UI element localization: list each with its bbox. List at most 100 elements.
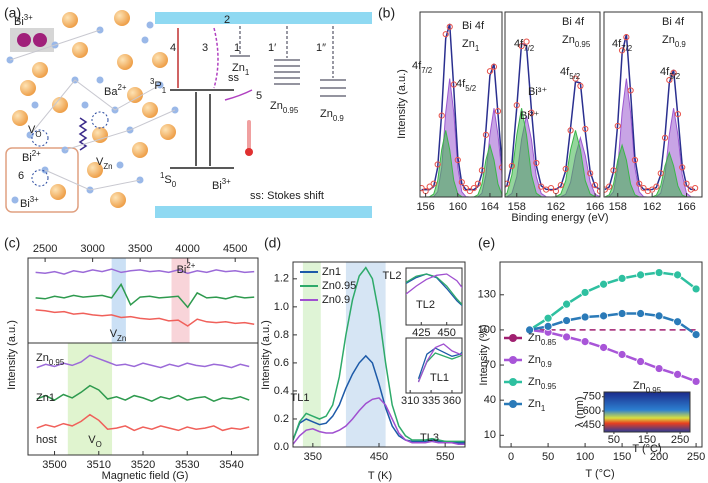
atom — [110, 192, 126, 208]
atom — [50, 184, 66, 200]
label-part: 1 — [162, 86, 167, 95]
label-part: V — [88, 434, 96, 446]
label-part: 7/2 — [523, 44, 534, 53]
label-part: P — [154, 80, 161, 92]
line — [293, 266, 465, 443]
inset-label: TL2 — [416, 299, 435, 311]
bi-ion — [17, 33, 31, 47]
inset-area — [406, 273, 462, 307]
panel-label: (b) — [378, 5, 395, 21]
data-point — [523, 38, 530, 45]
inset-tick-label: 335 — [422, 395, 440, 407]
label-part: Zn — [528, 376, 541, 388]
inset-line — [406, 273, 462, 295]
band — [171, 258, 190, 343]
label-part: 1 — [475, 44, 480, 53]
data-point — [438, 112, 445, 119]
line — [529, 312, 697, 336]
marker — [654, 364, 664, 373]
annotation: 4f7/2 — [412, 60, 432, 75]
marker — [617, 350, 627, 359]
x-tick-label: 3520 — [131, 459, 155, 471]
lattice — [44, 169, 141, 191]
inset-tick-label: 50 — [608, 434, 620, 446]
inset-tick-label: 450 — [438, 327, 456, 339]
label-part: Zn — [562, 34, 575, 46]
area — [505, 108, 600, 197]
label-part: 0.85 — [541, 338, 557, 347]
label-part: 1 — [160, 171, 165, 180]
label-part: V — [110, 328, 118, 340]
anion — [81, 101, 89, 109]
marker — [673, 370, 682, 379]
x-tick-label: 164 — [481, 201, 499, 213]
legend-label: Zn0.9 — [322, 294, 350, 306]
annotation: 4f5/2 — [660, 66, 680, 81]
marker — [654, 268, 664, 277]
label-part: 2+ — [117, 83, 126, 92]
marker — [562, 316, 571, 325]
annotation: Bi 4f — [462, 20, 485, 32]
arrow — [224, 89, 253, 101]
label: Zn0.95 — [270, 100, 299, 115]
label: Bi3+ — [212, 177, 231, 192]
plot-area — [505, 38, 600, 197]
annotation: Zn0.9 — [662, 34, 686, 49]
plot-area — [293, 262, 465, 447]
data-point — [538, 183, 545, 190]
label: ss — [228, 72, 240, 84]
label-part: 0.95 — [49, 358, 65, 367]
marker — [543, 313, 553, 323]
plot-area — [36, 343, 250, 455]
bi-ion — [33, 33, 47, 47]
marker — [543, 321, 553, 331]
marker — [562, 299, 571, 309]
band-label: Bi2+ — [177, 261, 196, 276]
x-tick-label: 450 — [370, 451, 388, 463]
anion — [141, 36, 149, 44]
x-tick-label: 350 — [304, 451, 322, 463]
data-point — [606, 183, 613, 190]
data-point — [490, 63, 498, 70]
label-part: 4f — [612, 38, 622, 50]
x-tick-label: 100 — [576, 451, 594, 463]
label: 3P1 — [150, 77, 167, 95]
y-axis-title: Intensity (%) — [478, 324, 490, 385]
label: Zn1 — [232, 62, 250, 77]
marker — [673, 317, 682, 327]
data-point — [572, 75, 579, 82]
inset-title: Zn0.95 — [633, 380, 662, 395]
annotation: TL3 — [420, 432, 439, 444]
label-part: V — [96, 156, 104, 168]
label-part: 4f — [456, 78, 466, 90]
data-point — [482, 131, 490, 138]
x-tick-label: 150 — [613, 451, 631, 463]
label-part: 0.9 — [333, 114, 345, 123]
annotation: Bi 4f — [562, 16, 585, 28]
cluster — [10, 28, 54, 52]
anion — [31, 101, 39, 109]
data-point — [636, 180, 643, 187]
data-point — [567, 127, 574, 134]
valence-band — [155, 206, 372, 218]
arrow — [213, 27, 219, 89]
plot-area — [604, 34, 699, 197]
x-tick-label: 50 — [542, 451, 554, 463]
data-point — [653, 183, 660, 190]
inset-tick-label: 450 — [583, 419, 601, 431]
label-part: 5/2 — [569, 72, 580, 81]
y-tick-label: 0.0 — [274, 441, 289, 453]
data-point — [692, 185, 699, 192]
data-point — [434, 161, 441, 168]
line — [36, 384, 250, 403]
label-part: Bi — [212, 180, 222, 192]
annotation: Zn1 — [462, 38, 480, 53]
line — [293, 354, 465, 444]
label-part: Zn — [117, 334, 126, 343]
marker — [617, 273, 627, 283]
inset-tick-label: 425 — [412, 327, 430, 339]
label-part: Zn — [462, 38, 475, 50]
atom — [114, 10, 130, 26]
series-label: Zn0.95 — [36, 352, 65, 367]
panel-label: (e) — [478, 235, 495, 251]
